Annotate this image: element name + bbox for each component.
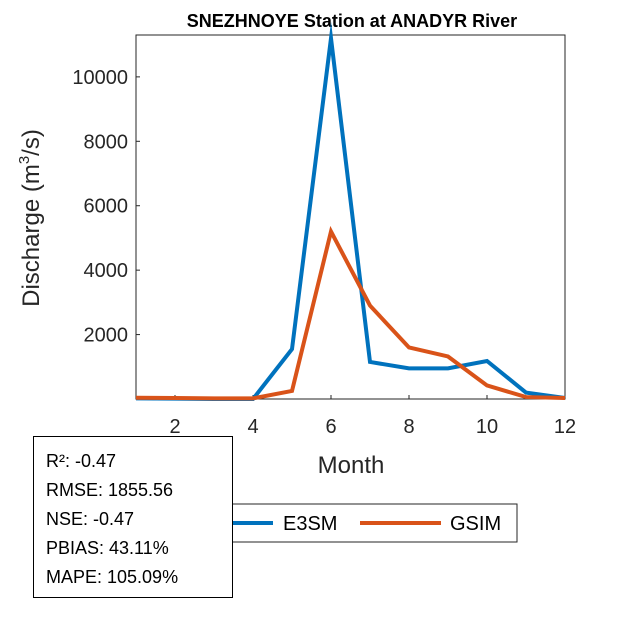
x-ticks: 2 4 6 8 10 12 xyxy=(169,395,576,438)
x-axis-label: Month xyxy=(318,452,385,479)
y-axis-label-superscript: 3 xyxy=(16,156,33,164)
y-tick-label: 10000 xyxy=(72,67,128,89)
legend-label-e3sm: E3SM xyxy=(283,513,337,535)
y-axis-label-suffix: /s) xyxy=(18,129,45,156)
series-lines xyxy=(135,21,566,401)
x-tick-label: 12 xyxy=(554,416,576,438)
legend: E3SM GSIM xyxy=(211,503,518,543)
chart-title: SNEZHNOYE Station at ANADYR River xyxy=(187,11,517,31)
series-line-gsim xyxy=(135,225,566,401)
y-axis-label-prefix: Discharge (m xyxy=(18,164,45,307)
x-tick-label: 2 xyxy=(169,416,180,438)
stats-box: R²: -0.47 RMSE: 1855.56 NSE: -0.47 PBIAS… xyxy=(33,436,233,598)
x-tick-label: 4 xyxy=(247,416,258,438)
y-axis-label: Discharge (m3/s) xyxy=(16,129,45,307)
legend-label-gsim: GSIM xyxy=(450,513,501,535)
stat-rmse: RMSE: 1855.56 xyxy=(46,480,174,500)
stat-nse: NSE: -0.47 xyxy=(46,509,135,529)
stat-pbias: PBIAS: 43.11% xyxy=(46,538,169,558)
x-tick-label: 10 xyxy=(476,416,498,438)
stat-r2: R²: -0.47 xyxy=(46,451,117,471)
stat-mape: MAPE: 105.09% xyxy=(46,567,179,587)
y-tick-label: 8000 xyxy=(84,131,129,153)
plot-area xyxy=(135,34,566,400)
x-tick-label: 6 xyxy=(325,416,336,438)
y-tick-label: 6000 xyxy=(84,196,129,218)
y-ticks: 2000 4000 6000 8000 10000 xyxy=(72,67,140,347)
x-tick-label: 8 xyxy=(403,416,414,438)
y-tick-label: 4000 xyxy=(84,260,129,282)
y-tick-label: 2000 xyxy=(84,325,129,347)
